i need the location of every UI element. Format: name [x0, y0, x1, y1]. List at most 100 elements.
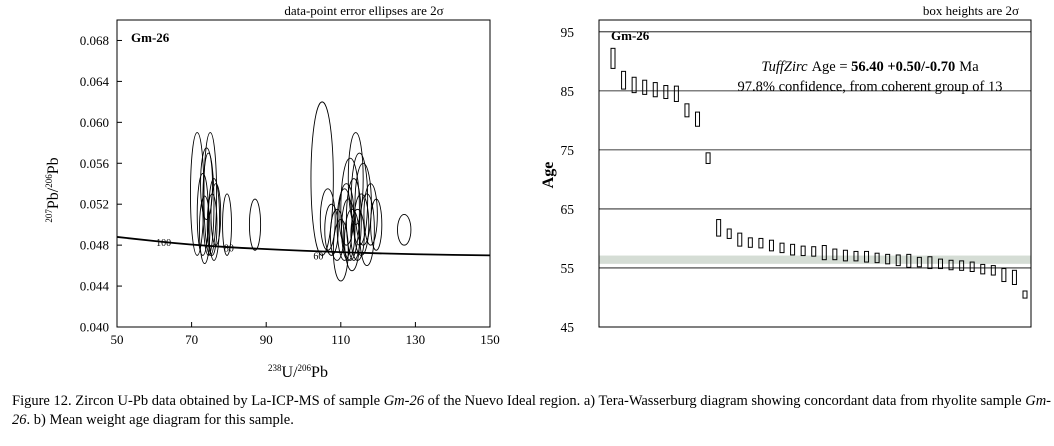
tw-x-tick-label: 50	[111, 332, 124, 347]
tera-wasserburg-panel: data-point error ellipses are 2σ Gm-26 0…	[44, 3, 500, 381]
age-box	[779, 242, 785, 254]
age-box	[980, 263, 986, 275]
age-box	[1022, 290, 1028, 299]
age-box	[948, 259, 954, 271]
tuffzirc-age-unit: Ma	[959, 59, 979, 75]
age-box	[726, 228, 732, 239]
wm-gridlines	[599, 31, 1031, 269]
tw-error-ellipses	[190, 101, 412, 282]
age-box	[990, 265, 996, 276]
tuffzirc-age-value: 56.40 +0.50/-0.70	[851, 59, 955, 75]
age-box	[673, 85, 679, 102]
age-box	[705, 152, 711, 164]
age-box	[642, 79, 648, 95]
tw-y-axis: 0.040 0.044 0.048 0.052 0.056 0.060 0.064 0.068	[80, 33, 122, 335]
concordia-age-label: 60	[313, 251, 323, 262]
age-box	[621, 70, 627, 90]
age-box	[631, 76, 637, 94]
age-box	[895, 254, 901, 267]
tw-y-tick-label: 0.060	[80, 115, 109, 130]
age-box	[684, 103, 690, 118]
error-ellipse	[198, 195, 211, 265]
age-box	[716, 219, 722, 237]
wm-y-tick-label: 75	[561, 143, 575, 158]
age-box	[652, 82, 658, 98]
tw-sample-label: Gm-26	[131, 30, 170, 45]
age-box	[811, 246, 817, 257]
concordia-curve	[116, 236, 491, 257]
ellipses-note: data-point error ellipses are 2σ	[284, 3, 443, 18]
age-box	[959, 260, 965, 271]
tw-y-axis-label: 207Pb/206Pb	[44, 157, 62, 222]
age-box	[1001, 268, 1007, 283]
wm-y-tick-label: 55	[561, 261, 575, 276]
error-ellipse	[248, 198, 262, 251]
tuffzirc-age-prefix: Age =	[812, 59, 852, 75]
wm-sample-label: Gm-26	[611, 28, 650, 43]
wm-y-tick-label: 95	[561, 25, 575, 40]
error-ellipse	[336, 188, 353, 261]
tuffzirc-confidence: 97.8% confidence, from coherent group of…	[738, 79, 1003, 95]
wm-age-boxes	[610, 47, 1028, 299]
age-box	[768, 239, 774, 252]
tw-y-tick-label: 0.052	[80, 197, 109, 212]
caption-part-1: Figure 12. Zircon U-Pb data obtained by …	[12, 393, 384, 409]
tw-x-tick-label: 150	[480, 332, 500, 347]
tuffzirc-method: TuffZirc	[761, 59, 808, 75]
age-box	[906, 253, 912, 268]
age-box	[790, 243, 796, 256]
wm-y-axis-label: Age	[540, 162, 557, 189]
error-ellipse	[324, 203, 339, 256]
age-box	[874, 252, 880, 264]
tw-x-axis-label: 238U/206Pb	[268, 363, 328, 381]
tw-x-tick-label: 130	[406, 332, 426, 347]
error-ellipse	[200, 147, 213, 221]
age-box	[832, 248, 838, 261]
error-ellipse	[207, 178, 221, 261]
error-ellipse	[370, 198, 383, 251]
tuffzirc-result: TuffZirc Age = 56.40 +0.50/-0.70 Ma	[761, 59, 979, 75]
error-ellipse	[354, 162, 372, 246]
concordia-age-label: 80	[224, 243, 234, 254]
age-box	[853, 250, 859, 262]
age-box	[1011, 269, 1017, 285]
error-ellipse	[203, 132, 218, 256]
error-ellipse	[345, 178, 362, 261]
error-ellipse	[329, 208, 345, 261]
tw-x-tick-label: 90	[260, 332, 273, 347]
error-ellipse	[359, 193, 375, 267]
error-ellipse	[350, 152, 369, 246]
tw-x-tick-label: 70	[185, 332, 198, 347]
tw-y-tick-label: 0.056	[80, 156, 110, 171]
tw-y-tick-label: 0.048	[80, 238, 109, 253]
error-ellipse	[340, 157, 360, 261]
wm-y-tick-label: 45	[561, 320, 575, 335]
tw-x-tick-label: 110	[331, 332, 350, 347]
error-ellipse	[310, 101, 334, 256]
tw-y-tick-label: 0.068	[80, 33, 109, 48]
tw-y-tick-label: 0.064	[80, 74, 110, 89]
error-ellipse	[363, 183, 378, 246]
tw-plot-frame	[116, 19, 491, 328]
age-box	[800, 245, 806, 257]
age-box	[663, 85, 669, 100]
tw-y-tick-label: 0.044	[80, 279, 110, 294]
figure-caption: Figure 12. Zircon U-Pb data obtained by …	[12, 392, 1052, 430]
caption-part-2: of the Nuevo Ideal region. a) Tera-Wasse…	[423, 393, 1026, 409]
age-box	[758, 237, 764, 249]
error-ellipse	[319, 188, 336, 251]
wm-plot-frame	[598, 19, 1032, 328]
age-box	[737, 232, 743, 247]
wm-y-axis: 45 55 65 75 85 95	[561, 25, 575, 335]
age-box	[885, 253, 891, 265]
age-box	[695, 111, 701, 127]
age-box	[821, 245, 827, 261]
caption-part-3: . b) Mean weight age diagram for this sa…	[26, 412, 294, 428]
tw-y-tick-label: 0.040	[80, 320, 109, 335]
age-box	[864, 250, 870, 263]
mean-age-band	[599, 255, 1031, 264]
wm-y-tick-label: 85	[561, 84, 575, 99]
age-box	[842, 249, 848, 262]
error-ellipse	[222, 193, 232, 256]
